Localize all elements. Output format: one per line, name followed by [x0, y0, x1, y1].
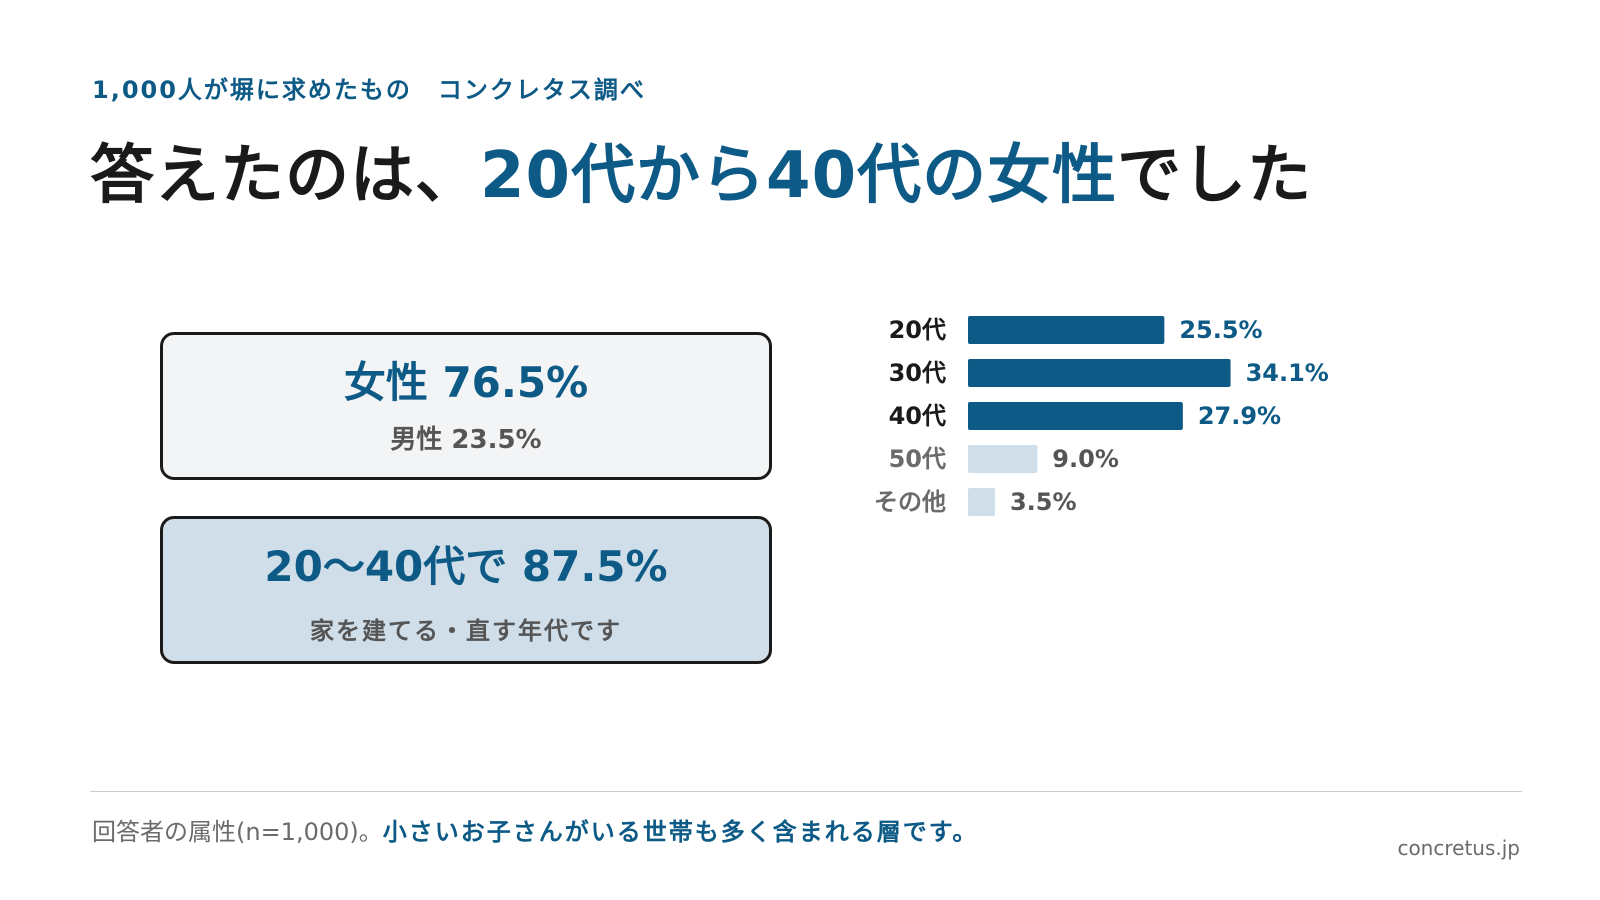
age-range-stat: 20〜40代で 87.5%: [264, 542, 668, 591]
bar-label: 40代: [889, 402, 946, 430]
site-url: concretus.jp: [1397, 836, 1520, 860]
bar-value-label: 34.1%: [1246, 359, 1329, 387]
bar-value-label: 3.5%: [1010, 488, 1077, 516]
subtitle: 1,000人が塀に求めたもの コンクレタス調べ: [92, 76, 646, 104]
bar-value-label: 27.9%: [1198, 402, 1281, 430]
bar: [968, 316, 1165, 344]
bar-label: 20代: [889, 316, 946, 344]
age-card: 20〜40代で 87.5% 家を建てる・直す年代です: [160, 516, 772, 664]
footer-divider: [90, 791, 1522, 792]
gender-female-stat: 女性 76.5%: [343, 358, 589, 407]
title-suffix: でした: [1117, 139, 1313, 213]
bar: [968, 402, 1183, 430]
bar: [968, 488, 995, 516]
gender-male-stat: 男性 23.5%: [390, 425, 542, 455]
bar: [968, 445, 1038, 473]
title-prefix: 答えたのは、: [90, 139, 480, 213]
bar-label: 30代: [889, 359, 946, 387]
bar-value-label: 9.0%: [1052, 445, 1119, 473]
gender-card: 女性 76.5% 男性 23.5%: [160, 332, 772, 480]
footer-note-emphasis: 小さいお子さんがいる世帯も多く含まれる層です。: [382, 818, 979, 846]
bar-value-label: 25.5%: [1179, 316, 1262, 344]
bar-label: 50代: [889, 445, 946, 473]
footer-note-plain: 回答者の属性(n=1,000)。: [92, 818, 383, 846]
age-bar-chart: 20代 25.5% 30代 34.1% 40代 27.9% 50代 9.0% その他 3.5%: [874, 316, 1329, 516]
bar-label: その他: [874, 488, 946, 516]
bar: [968, 359, 1231, 387]
footer-note: 回答者の属性(n=1,000)。小さいお子さんがいる世帯も多く含まれる層です。: [92, 812, 978, 847]
age-range-note: 家を建てる・直す年代です: [310, 617, 622, 645]
title-highlight: 20代から40代の女性: [480, 139, 1118, 213]
page-title: 答えたのは、20代から40代の女性でした: [90, 124, 1312, 216]
